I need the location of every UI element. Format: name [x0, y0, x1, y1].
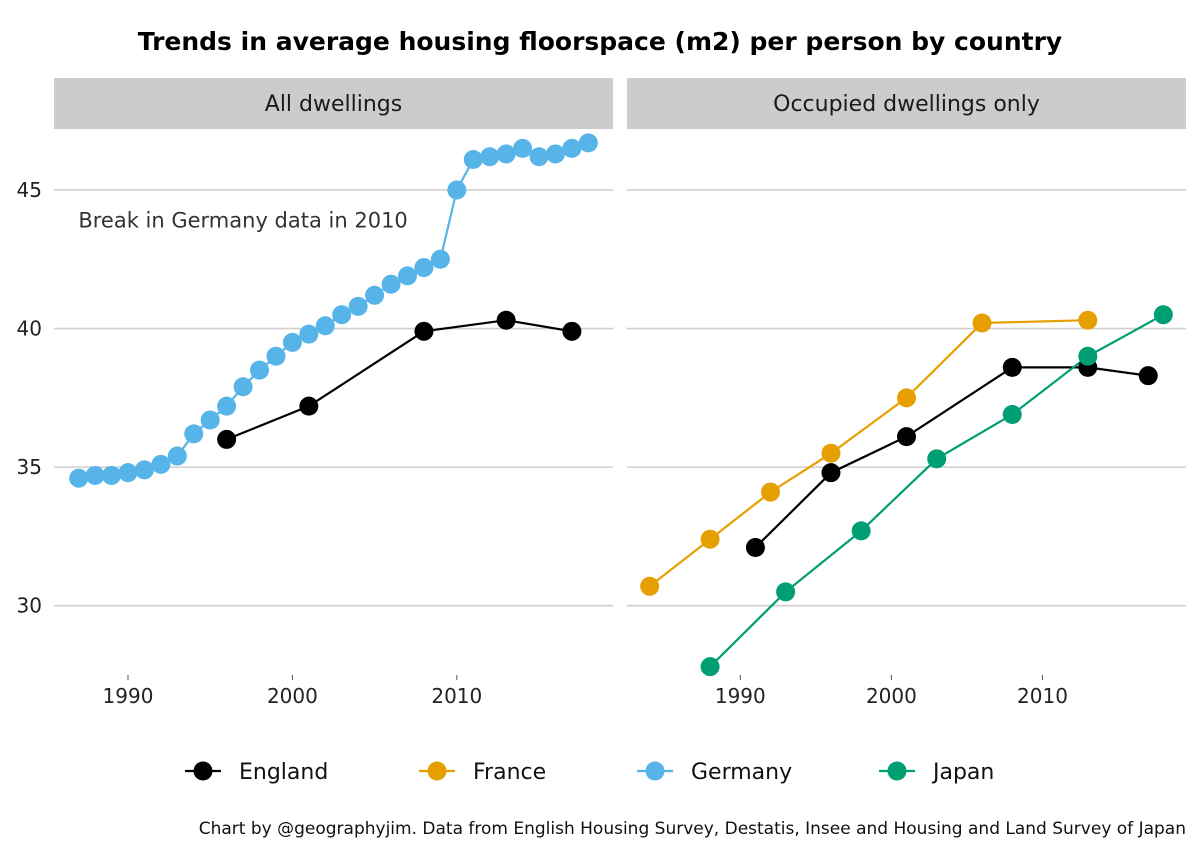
point-germany [529, 147, 549, 167]
point-germany [463, 149, 483, 169]
point-germany [233, 377, 253, 397]
point-germany [250, 360, 270, 380]
caption: Chart by @geographyjim. Data from Englis… [199, 819, 1186, 839]
point-germany [348, 296, 368, 316]
y-tick-label: 40 [17, 317, 42, 341]
point-germany [151, 454, 171, 474]
point-germany [69, 468, 89, 488]
y-tick-labels: 30 35 40 45 [17, 178, 42, 618]
x-tick-label: 1990 [715, 684, 766, 708]
point-germany [578, 133, 598, 153]
point-japan [700, 657, 720, 677]
y-gridlines [627, 189, 1186, 607]
point-germany [282, 332, 302, 352]
panel-occupied-dwellings: Occupied dwellings only 1990 2000 2010 [627, 78, 1186, 708]
y-tick-label: 45 [17, 178, 42, 202]
point-england [745, 538, 765, 558]
point-england [897, 427, 916, 447]
point-england [1002, 357, 1022, 377]
point-germany [332, 305, 352, 325]
legend-key-point [645, 761, 665, 781]
point-japan [927, 449, 947, 469]
point-germany [134, 460, 154, 480]
legend-label: France [473, 760, 546, 785]
point-germany [545, 144, 565, 164]
point-france [897, 388, 916, 408]
point-england [562, 321, 582, 341]
annotation: Break in Germany data in 2010 [78, 208, 407, 232]
point-france [640, 576, 660, 596]
point-germany [85, 465, 105, 485]
x-tick-label: 2000 [267, 684, 318, 708]
x-tick-labels: 1990 2000 2010 [103, 675, 482, 708]
legend-item-france: France [419, 760, 546, 785]
panel-all-dwellings: All dwellings Break in Germany data in 2… [17, 78, 613, 708]
series-points [640, 305, 1173, 677]
y-gridlines [54, 189, 613, 607]
y-tick-label: 30 [17, 594, 42, 618]
point-england [414, 321, 434, 341]
strip-label: Occupied dwellings only [773, 92, 1040, 117]
point-japan [1153, 305, 1173, 325]
series-line-england [226, 319, 573, 441]
x-tick-labels: 1990 2000 2010 [715, 675, 1068, 708]
point-germany [430, 249, 450, 269]
chart-title: Trends in average housing floorspace (m2… [138, 27, 1062, 56]
point-germany [496, 144, 516, 164]
point-france [972, 313, 992, 333]
legend-key-point [887, 761, 907, 781]
point-germany [513, 138, 533, 158]
point-germany [447, 180, 467, 200]
legend: England France Germany Japan [185, 760, 994, 785]
x-tick-label: 2010 [431, 684, 482, 708]
point-france [700, 529, 720, 549]
point-germany [118, 463, 138, 483]
point-germany [397, 266, 417, 286]
point-japan [776, 582, 796, 602]
point-france [761, 482, 781, 502]
strip-label: All dwellings [265, 92, 402, 117]
legend-label: Germany [691, 760, 792, 785]
strip-background [627, 78, 1186, 129]
legend-item-england: England [185, 760, 328, 785]
point-germany [381, 274, 401, 294]
point-england [1138, 366, 1158, 386]
point-germany [480, 147, 500, 167]
point-germany [200, 410, 220, 430]
point-france [821, 443, 841, 463]
point-germany [365, 285, 385, 305]
point-germany [167, 446, 187, 466]
legend-item-germany: Germany [637, 760, 792, 785]
legend-label: England [239, 760, 328, 785]
point-england [299, 396, 319, 416]
x-tick-label: 1990 [103, 684, 154, 708]
legend-key-point [427, 761, 447, 781]
point-germany [315, 316, 335, 336]
x-tick-label: 2000 [866, 684, 917, 708]
point-germany [414, 258, 434, 278]
strip-background [54, 78, 613, 129]
point-england [496, 310, 516, 330]
y-tick-label: 35 [17, 455, 42, 479]
point-germany [299, 324, 319, 344]
point-germany [562, 138, 582, 158]
point-england [217, 429, 237, 449]
series-points [69, 133, 598, 488]
legend-item-japan: Japan [879, 760, 994, 785]
point-germany [266, 346, 286, 366]
legend-key-point [193, 761, 213, 781]
point-germany [217, 396, 237, 416]
series-line-england [754, 366, 1149, 549]
point-france [1078, 310, 1098, 330]
point-japan [1078, 346, 1098, 366]
x-tick-label: 2010 [1017, 684, 1068, 708]
point-england [821, 463, 841, 483]
legend-label: Japan [931, 760, 994, 785]
point-japan [1002, 404, 1022, 424]
point-germany [184, 424, 204, 444]
point-germany [102, 465, 122, 485]
point-japan [851, 521, 871, 541]
